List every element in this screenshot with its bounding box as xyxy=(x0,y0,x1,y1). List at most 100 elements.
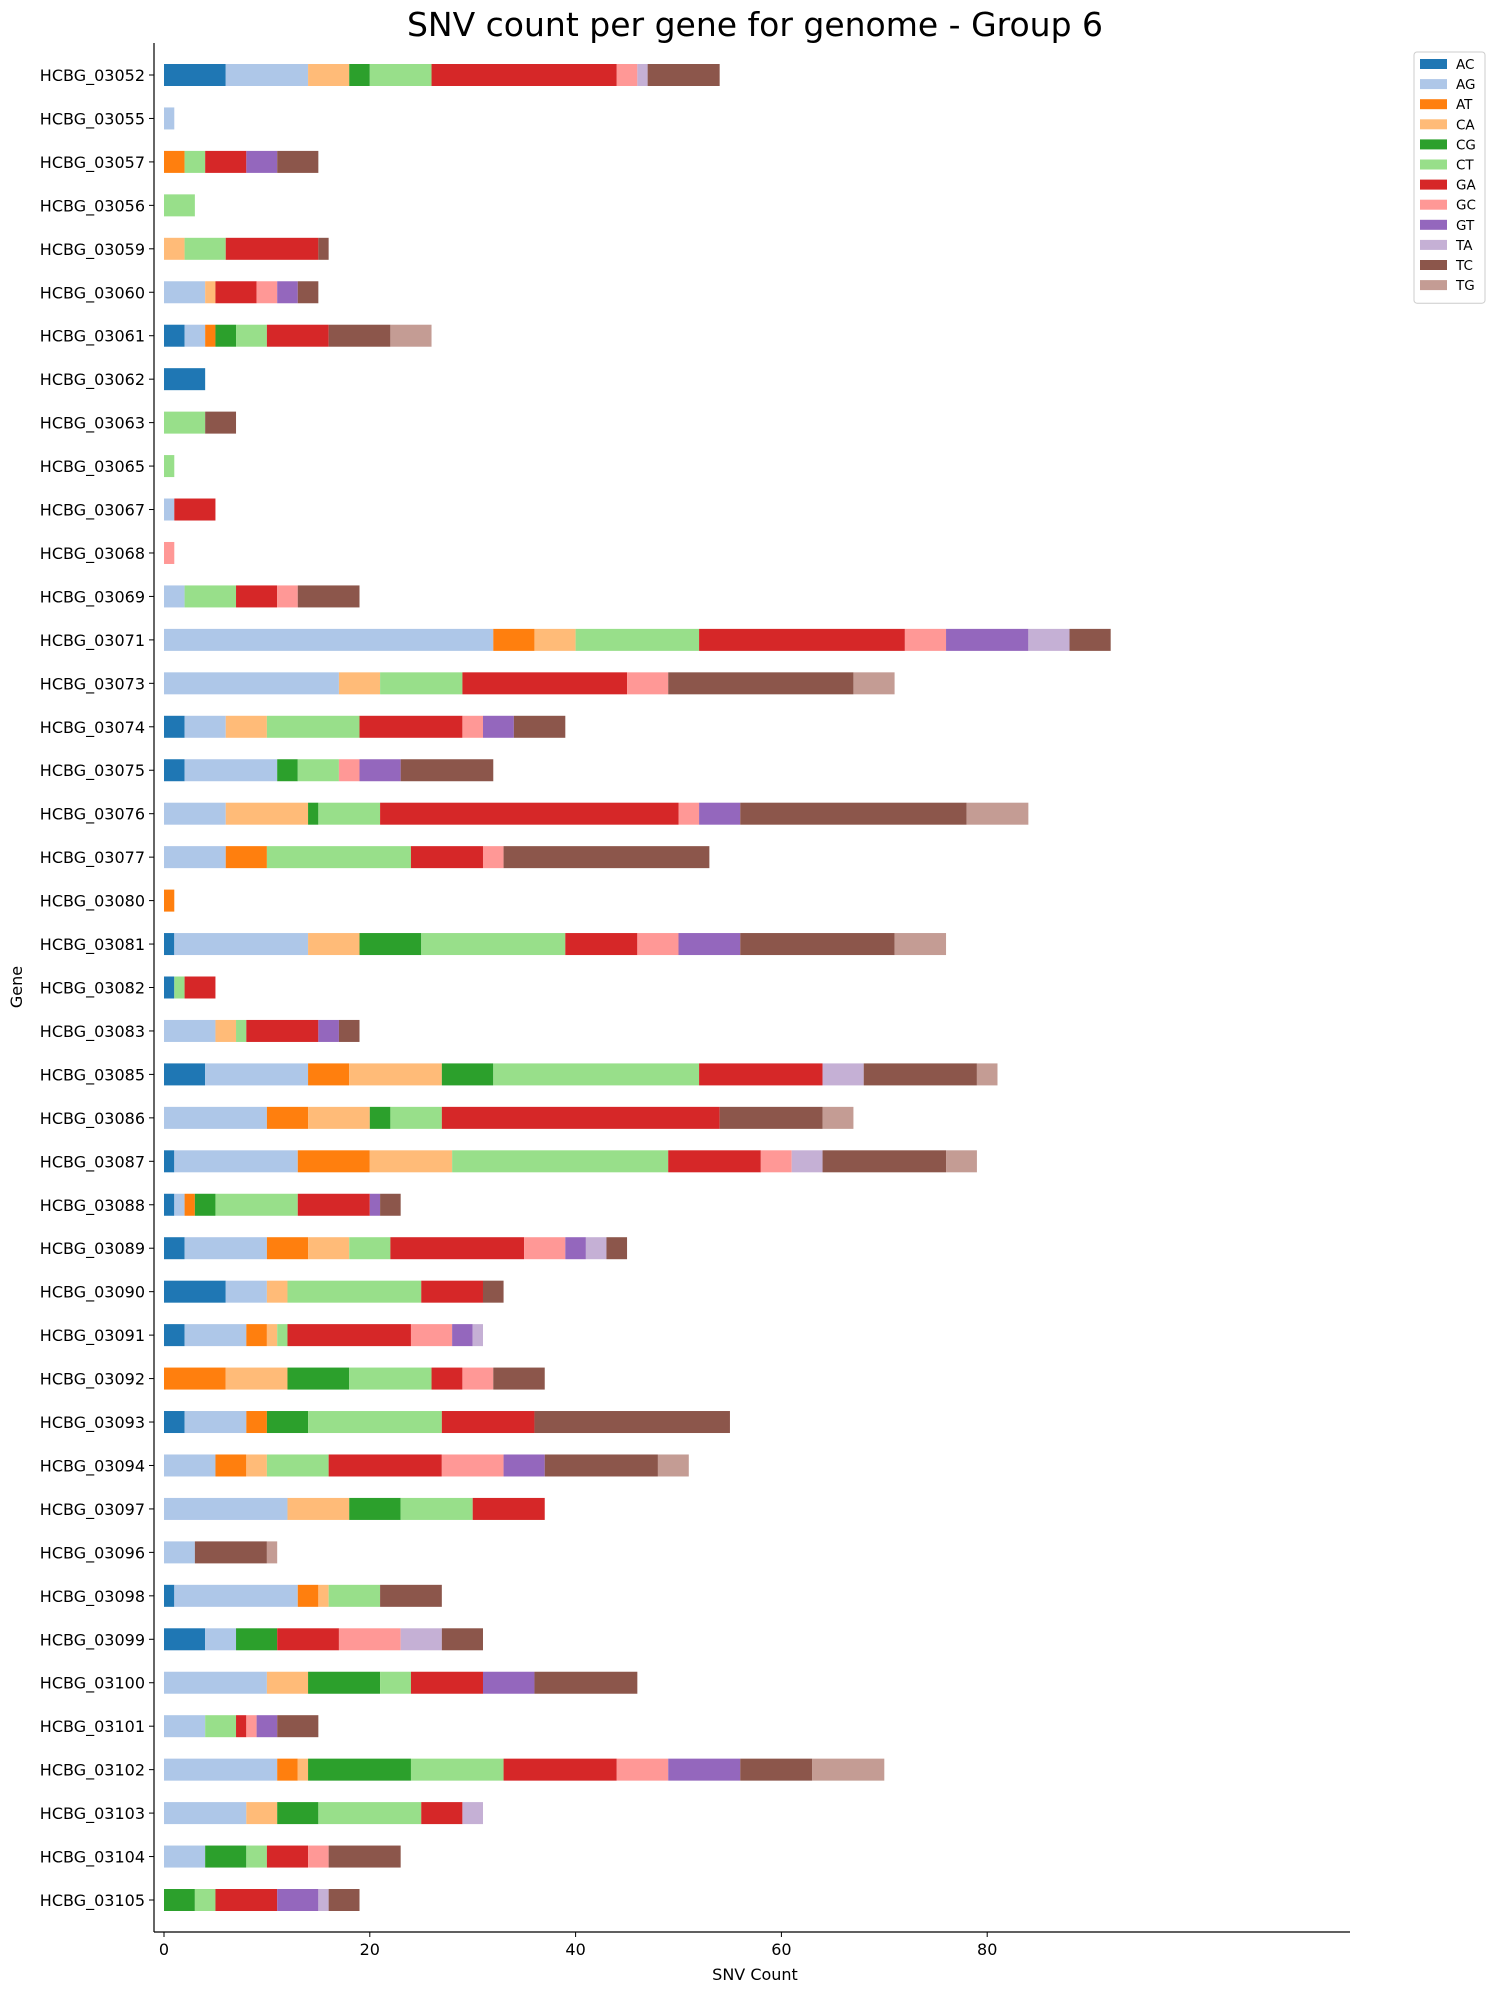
bar-HCBG_03073-TG xyxy=(853,672,895,695)
bar-HCBG_03060-TC xyxy=(297,281,319,304)
bar-HCBG_03080-AT xyxy=(164,889,175,912)
bar-HCBG_03094-AG xyxy=(164,1454,216,1477)
bar-HCBG_03100-AG xyxy=(164,1671,267,1694)
bar-HCBG_03093-TC xyxy=(534,1411,730,1434)
legend-label-CA: CA xyxy=(1456,117,1475,133)
bar-HCBG_03088-GT xyxy=(369,1193,381,1216)
bar-HCBG_03100-CA xyxy=(266,1671,309,1694)
bar-HCBG_03090-TC xyxy=(482,1280,504,1303)
bar-HCBG_03105-GT xyxy=(277,1889,319,1911)
y-tick-label: HCBG_03105 xyxy=(40,1891,145,1911)
bar-HCBG_03085-TC xyxy=(863,1063,977,1086)
bar-HCBG_03087-TA xyxy=(791,1150,823,1173)
bar-HCBG_03093-AC xyxy=(164,1411,185,1434)
bar-HCBG_03094-AT xyxy=(215,1454,247,1477)
bar-HCBG_03091-AT xyxy=(246,1324,267,1347)
bar-HCBG_03052-TC xyxy=(647,64,720,86)
legend-label-CG: CG xyxy=(1456,137,1476,153)
bar-HCBG_03093-AT xyxy=(246,1411,267,1434)
bar-HCBG_03069-CT xyxy=(184,585,237,608)
chart-title: SNV count per gene for genome - Group 6 xyxy=(407,5,1103,44)
y-tick-label: HCBG_03082 xyxy=(40,979,145,999)
bar-HCBG_03073-CA xyxy=(338,672,381,695)
bar-HCBG_03075-GC xyxy=(338,759,360,782)
bar-HCBG_03089-AT xyxy=(266,1237,309,1260)
bar-HCBG_03100-TC xyxy=(534,1671,638,1694)
bar-HCBG_03060-GT xyxy=(277,281,298,304)
y-tick-label: HCBG_03102 xyxy=(40,1761,145,1781)
bar-HCBG_03091-AC xyxy=(164,1324,185,1347)
bar-HCBG_03103-CA xyxy=(246,1802,278,1825)
bar-HCBG_03100-GA xyxy=(410,1671,483,1694)
bar-HCBG_03089-GT xyxy=(565,1237,586,1260)
bar-HCBG_03101-GA xyxy=(236,1715,247,1738)
bar-HCBG_03099-GC xyxy=(338,1628,401,1651)
y-tick-label: HCBG_03056 xyxy=(40,196,145,216)
bar-HCBG_03088-CT xyxy=(215,1193,298,1216)
y-tick-label: HCBG_03061 xyxy=(40,327,145,347)
bar-HCBG_03073-AG xyxy=(164,672,339,695)
bar-HCBG_03077-AT xyxy=(225,846,267,869)
bar-HCBG_03063-CT xyxy=(164,411,206,434)
y-tick-label: HCBG_03089 xyxy=(40,1239,145,1259)
y-tick-label: HCBG_03090 xyxy=(40,1283,145,1303)
bar-HCBG_03086-TG xyxy=(822,1106,854,1129)
bar-HCBG_03085-TA xyxy=(822,1063,864,1086)
bar-HCBG_03105-TC xyxy=(328,1889,360,1911)
bar-HCBG_03102-TG xyxy=(812,1758,885,1781)
bar-HCBG_03077-AG xyxy=(164,846,226,869)
bar-HCBG_03097-GA xyxy=(472,1497,545,1520)
bar-HCBG_03098-AC xyxy=(164,1584,175,1607)
bar-HCBG_03065-CT xyxy=(164,455,175,478)
bar-HCBG_03103-CT xyxy=(318,1802,422,1825)
legend-swatch-GC xyxy=(1420,199,1447,210)
bar-HCBG_03069-TC xyxy=(297,585,360,608)
bar-HCBG_03092-CA xyxy=(225,1367,288,1390)
bar-HCBG_03097-CT xyxy=(400,1497,473,1520)
y-tick-label: HCBG_03092 xyxy=(40,1370,145,1390)
bar-HCBG_03094-TG xyxy=(657,1454,689,1477)
bar-HCBG_03075-AG xyxy=(184,759,278,782)
legend-swatch-GT xyxy=(1420,219,1447,230)
bar-HCBG_03075-AC xyxy=(164,759,185,782)
x-tick-label: 60 xyxy=(771,1940,791,1959)
bar-HCBG_03071-CA xyxy=(534,628,576,651)
bar-HCBG_03052-TA xyxy=(637,64,648,86)
bar-HCBG_03059-GA xyxy=(225,237,319,260)
bar-HCBG_03057-TC xyxy=(277,150,319,173)
bar-HCBG_03099-CG xyxy=(236,1628,278,1651)
y-axis-label: Gene xyxy=(7,966,26,1008)
bar-HCBG_03069-GC xyxy=(277,585,298,608)
legend-swatch-CG xyxy=(1420,139,1447,150)
bar-HCBG_03093-CG xyxy=(266,1411,309,1434)
bar-HCBG_03082-GA xyxy=(184,976,216,999)
bar-HCBG_03089-TA xyxy=(585,1237,607,1260)
bar-segments xyxy=(164,64,1111,1911)
bar-HCBG_03087-CA xyxy=(369,1150,453,1173)
bar-HCBG_03097-CA xyxy=(287,1497,350,1520)
bar-HCBG_03052-GA xyxy=(431,64,617,86)
bar-HCBG_03083-GA xyxy=(246,1019,319,1042)
bar-HCBG_03087-AG xyxy=(174,1150,298,1173)
bar-HCBG_03085-GA xyxy=(699,1063,823,1086)
bar-HCBG_03091-CT xyxy=(277,1324,288,1347)
legend-label-AC: AC xyxy=(1456,57,1474,73)
bar-HCBG_03087-TG xyxy=(946,1150,977,1173)
bar-HCBG_03081-TC xyxy=(740,933,895,956)
y-tick-label: HCBG_03100 xyxy=(40,1674,145,1694)
bar-HCBG_03089-TC xyxy=(606,1237,628,1260)
bar-HCBG_03094-CA xyxy=(246,1454,267,1477)
bar-HCBG_03087-GC xyxy=(760,1150,792,1173)
y-tick-label: HCBG_03088 xyxy=(40,1196,145,1216)
bar-HCBG_03085-CA xyxy=(349,1063,442,1086)
bar-HCBG_03071-TC xyxy=(1069,628,1111,651)
y-tick-label: HCBG_03075 xyxy=(40,761,145,781)
bar-HCBG_03060-GC xyxy=(256,281,278,304)
bar-HCBG_03091-GC xyxy=(410,1324,453,1347)
bar-HCBG_03086-CG xyxy=(369,1106,391,1129)
y-tick-label: HCBG_03097 xyxy=(40,1500,145,1520)
bar-HCBG_03071-AT xyxy=(493,628,535,651)
bar-HCBG_03086-CT xyxy=(390,1106,442,1129)
bar-HCBG_03089-GC xyxy=(524,1237,566,1260)
legend-swatch-TC xyxy=(1420,260,1447,270)
